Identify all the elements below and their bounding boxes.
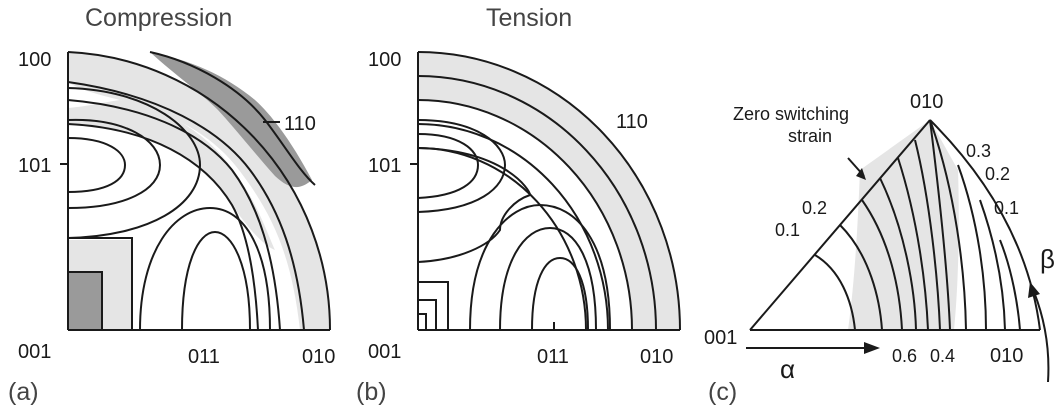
panel-c-value-bottom-1: 0.4: [930, 346, 955, 366]
panel-c-contour-9: [957, 164, 987, 331]
panel-a-label-001: 001: [18, 341, 51, 363]
panel-c-contour-10: [979, 199, 1006, 331]
panel-b-label-010: 010: [640, 346, 673, 368]
panel-a-label-011: 011: [188, 346, 220, 368]
panel-c-annotation-line1: Zero switching: [733, 104, 849, 124]
panel-a-label-101: 101: [18, 155, 51, 177]
panel-a-dome-2: [181, 230, 251, 331]
panel-c-value-left-0: 0.1: [775, 220, 800, 240]
panel-a-outer-band: [68, 52, 331, 330]
panel-c-value-left-1: 0.2: [802, 198, 827, 218]
panel-b-contour-outer: [417, 51, 681, 331]
panel-c-beta-label: β: [1040, 244, 1055, 274]
panel-a-contour-2: [67, 81, 305, 331]
panel-a-label-110: 110: [284, 113, 316, 135]
panel-c-contour-7: [929, 119, 951, 331]
panel-b-loop-1: [417, 147, 532, 263]
panel-a-contour-3: [149, 51, 316, 186]
panel-a-inner-band: [68, 100, 275, 250]
panel-c-label-apex: 010: [910, 91, 943, 113]
panel-c-beta-arrow-line: [1033, 291, 1050, 383]
panel-b-label-101: 101: [368, 155, 401, 177]
panel-b-label-011: 011: [537, 346, 569, 368]
panel-c-value-right-2: 0.1: [994, 198, 1019, 218]
panel-c-value-bottom-0: 0.6: [892, 346, 917, 366]
panel-b-letter: (b): [356, 378, 387, 406]
panel-c-right-edge: [929, 119, 1041, 331]
panel-b-corner-2: [418, 299, 437, 330]
panel-c-contour-2: [839, 224, 883, 331]
panel-c-contour-4: [879, 177, 917, 331]
panel-a-corner-1: [68, 237, 133, 330]
panel-b-dome-1: [469, 203, 611, 331]
panel-b-contour-4: [417, 123, 609, 331]
panel-c-contour-5: [897, 157, 929, 331]
panel-a-label-100: 100: [18, 49, 51, 71]
panel-b-label-110: 110: [616, 111, 648, 133]
panel-a-contour-outer: [67, 51, 332, 331]
panel-a-loop-3: [67, 137, 127, 193]
panel-c-annotation-arrowhead: [856, 168, 866, 180]
panel-c-alpha-label: α: [780, 354, 795, 384]
panel-c-contour-3: [861, 199, 903, 331]
panel-c-label-bottom-right: 010: [990, 345, 1023, 367]
panel-c: 010 001 010 Zero switching strain 0.1 0.…: [704, 91, 1055, 406]
panel-a-dome-1: [139, 206, 271, 331]
panel-c-label-origin: 001: [704, 327, 737, 349]
panel-b-loop-3: [417, 133, 480, 199]
panel-a-letter: (a): [8, 378, 39, 406]
panel-c-value-right-0: 0.3: [966, 141, 991, 161]
panel-a-title: Compression: [85, 4, 232, 32]
panel-a-loop-2: [67, 118, 162, 209]
panel-c-shaded-band: [848, 120, 959, 330]
panel-b-label-001: 001: [368, 341, 401, 363]
panel-c-contour-1: [814, 254, 856, 331]
panel-b-loop-2: [417, 119, 507, 213]
panel-a-corner-2: [68, 271, 103, 330]
panel-b-title: Tension: [486, 4, 572, 32]
panel-b-dome-2: [499, 226, 597, 331]
panel-b-label-100: 100: [368, 49, 401, 71]
panel-c-value-right-1: 0.2: [985, 164, 1010, 184]
panel-a-corner-dark: [68, 272, 102, 330]
panel-a-contour-5: [67, 123, 259, 331]
panel-b-contour-2: [417, 75, 657, 331]
panel-c-contour-8: [929, 119, 967, 331]
panel-b: Tension 100 101 001 011 010 110 (b): [356, 4, 681, 406]
panel-c-annotation-line2: strain: [788, 126, 832, 146]
panel-a-dark-region: [150, 52, 312, 188]
panel-a-label-010: 010: [302, 346, 335, 368]
panel-c-contour-11: [999, 239, 1021, 331]
panel-a-contour-4: [67, 99, 281, 331]
panel-c-letter: (c): [708, 378, 737, 406]
panel-b-contour-5: [417, 147, 587, 331]
panel-c-beta-arrowhead: [1028, 282, 1040, 298]
panel-b-dome-3: [531, 256, 589, 331]
panel-b-contour-3: [417, 99, 633, 331]
panel-a-loop-1: [67, 87, 202, 239]
panel-c-contour-6: [914, 139, 941, 331]
panel-b-corner-3: [418, 313, 427, 330]
panel-a: Compression 100 101 001 011 010 110: [8, 4, 335, 406]
panel-c-alpha-arrowhead: [864, 342, 880, 354]
panel-b-corner-1: [418, 281, 449, 330]
